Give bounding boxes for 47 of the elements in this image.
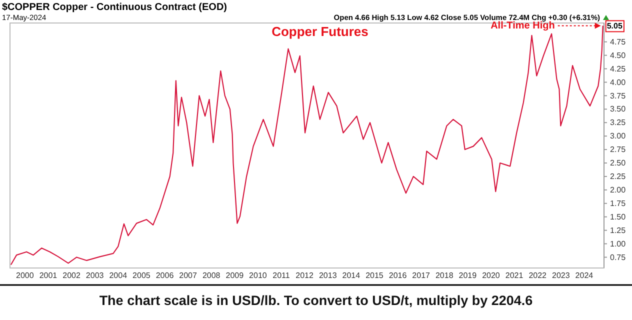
x-tick-label: 2002 — [62, 271, 81, 280]
y-tick-label: 2.00 — [610, 185, 626, 194]
y-tick-label: 1.50 — [610, 212, 626, 222]
y-tick-label: 1.75 — [610, 198, 626, 208]
x-tick-label: 2021 — [505, 271, 524, 280]
x-tick-label: 2024 — [575, 271, 594, 280]
x-tick-label: 2004 — [109, 271, 128, 280]
x-tick-label: 2005 — [132, 271, 151, 280]
x-tick-label: 2016 — [388, 271, 408, 280]
y-tick-label: 0.75 — [610, 252, 626, 262]
x-tick-label: 2012 — [296, 271, 314, 280]
annotation: 5.05 — [606, 22, 623, 31]
y-tick-label: 1.25 — [610, 226, 626, 235]
x-tick-label: 2015 — [366, 271, 384, 280]
x-tick-label: 2017 — [412, 271, 431, 280]
x-tick-label: 2007 — [179, 271, 198, 280]
text: $COPPER Copper - Continuous Contract (EOD) — [2, 2, 227, 13]
y-tick-label: 4.25 — [610, 64, 626, 74]
x-tick-label: 2000 — [16, 271, 34, 280]
y-tick-label: 3.00 — [610, 132, 626, 141]
annotation: All-Time High — [490, 20, 555, 32]
x-tick-label: 2013 — [318, 271, 338, 280]
y-tick-label: 2.25 — [610, 172, 626, 182]
x-tick-label: 2020 — [482, 271, 500, 280]
y-tick-label: 4.00 — [610, 78, 626, 87]
x-tick-label: 2011 — [272, 271, 290, 280]
x-tick-label: 2006 — [156, 271, 174, 280]
chart-title: Copper Futures — [272, 24, 368, 39]
text: The chart scale is in USD/lb. To convert to USD/t, multiply by 2204.6 — [99, 293, 534, 308]
y-tick-label: 2.50 — [610, 158, 626, 168]
x-tick-label: 2010 — [249, 271, 268, 280]
x-tick-label: 2023 — [552, 271, 570, 280]
x-tick-label: 2003 — [86, 271, 104, 280]
y-tick-label: 4.75 — [610, 37, 626, 46]
x-tick-label: 2008 — [202, 271, 221, 280]
x-tick-label: 2022 — [528, 271, 548, 280]
x-tick-label: 2018 — [435, 271, 454, 280]
y-tick-label: 3.75 — [610, 91, 626, 100]
x-tick-label: 2019 — [458, 271, 478, 280]
y-tick-label: 1.00 — [610, 239, 626, 248]
y-tick-label: 2.75 — [610, 145, 626, 154]
x-tick-label: 2009 — [226, 271, 244, 280]
y-tick-label: 4.50 — [610, 50, 626, 60]
x-tick-label: 2001 — [39, 271, 58, 280]
y-tick-label: 3.25 — [610, 118, 626, 128]
y-tick-label: 3.50 — [610, 104, 626, 114]
x-tick-label: 2014 — [342, 271, 361, 280]
